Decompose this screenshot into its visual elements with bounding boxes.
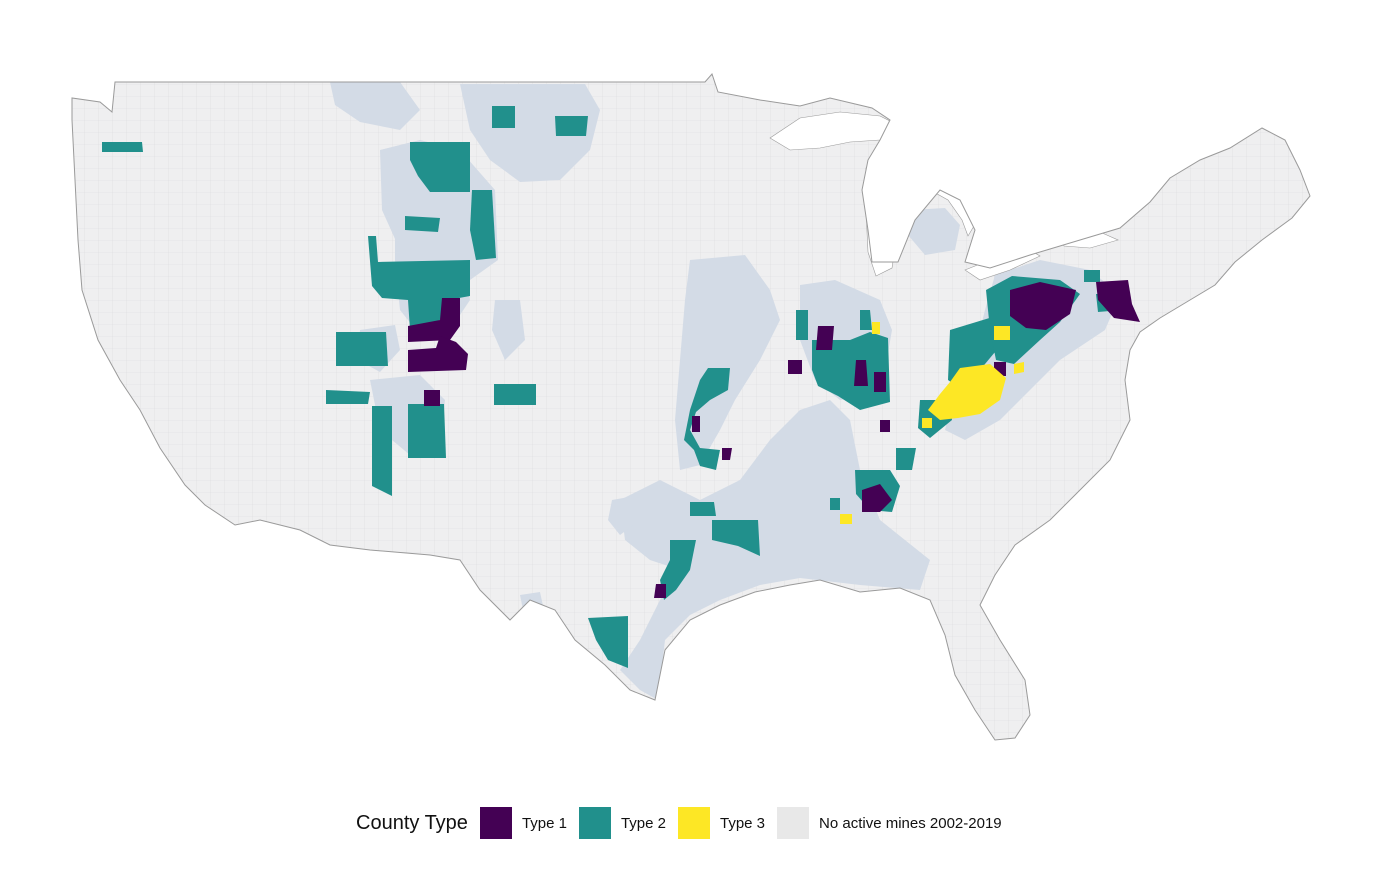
county-type3: [922, 418, 932, 428]
legend-label-type-1: Type 1: [521, 814, 567, 832]
county-type2: [690, 502, 716, 516]
basin-western-interior: [675, 255, 780, 470]
legend-item-type-1: Type 1: [479, 807, 567, 839]
us-county-map: [71, 73, 1311, 741]
legend-item-type-3: Type 3: [678, 807, 765, 839]
county-type2: [102, 142, 143, 152]
county-type1: [788, 360, 802, 374]
legend-label-no-active-mines: No active mines 2002-2019: [819, 814, 1002, 832]
county-type2: [492, 106, 515, 128]
county-type2: [326, 390, 370, 404]
county-type1: [880, 420, 890, 432]
county-type2: [470, 190, 496, 260]
county-type1: [408, 298, 460, 342]
legend: County Type Type 1 Type 2 Type 3 No acti…: [356, 806, 1014, 840]
county-type1: [854, 360, 868, 386]
county-type2: [372, 406, 392, 496]
basin-powder-river: [330, 82, 420, 130]
county-type2: [896, 448, 916, 470]
county-type2: [860, 310, 872, 330]
county-type2: [555, 116, 588, 136]
basin-gulf-coast: [620, 400, 930, 700]
basin-raton: [492, 300, 525, 360]
legend-swatch-type-1: [479, 807, 512, 839]
legend-title: County Type: [356, 811, 468, 834]
county-type3: [840, 514, 852, 524]
county-type2: [408, 404, 446, 458]
county-type3: [872, 322, 880, 334]
county-type2: [812, 332, 890, 410]
legend-swatch-type-2: [578, 807, 611, 839]
legend-item-no-active-mines: No active mines 2002-2019: [777, 807, 1002, 839]
legend-swatch-type-3: [678, 807, 710, 839]
county-type2: [588, 616, 628, 668]
legend-label-type-2: Type 2: [620, 814, 666, 832]
county-type2: [684, 368, 730, 470]
county-type2: [712, 520, 760, 556]
county-type2: [410, 142, 470, 192]
county-type1: [862, 484, 892, 512]
county-type3: [928, 364, 1006, 420]
legend-item-type-2: Type 2: [578, 807, 666, 839]
county-type1: [722, 448, 732, 460]
county-type2: [336, 332, 388, 366]
county-type1: [408, 336, 468, 372]
county-type2: [660, 540, 696, 600]
county-type1: [1010, 282, 1076, 330]
map-body: [72, 74, 1310, 740]
county-type1: [654, 584, 666, 598]
type-1-counties: [408, 280, 1140, 598]
basin-michigan: [908, 208, 960, 255]
legend-swatch-no-active-mines: [777, 807, 810, 839]
county-type2: [1084, 270, 1100, 282]
county-type1: [692, 416, 700, 432]
legend-label-type-3: Type 3: [720, 814, 766, 832]
us-outline: [71, 73, 1311, 741]
county-type1: [874, 372, 886, 392]
lake-michigan: [865, 165, 899, 277]
county-type2: [494, 384, 536, 405]
county-type1: [1096, 280, 1140, 322]
county-type3: [994, 326, 1010, 340]
county-type2: [830, 498, 840, 510]
county-type1: [424, 390, 440, 406]
county-type3: [1014, 362, 1024, 374]
county-type1: [816, 326, 834, 350]
basin-texas: [608, 495, 640, 535]
county-type2: [405, 216, 440, 232]
county-type2: [796, 310, 808, 340]
type-3-counties: [840, 322, 1024, 524]
